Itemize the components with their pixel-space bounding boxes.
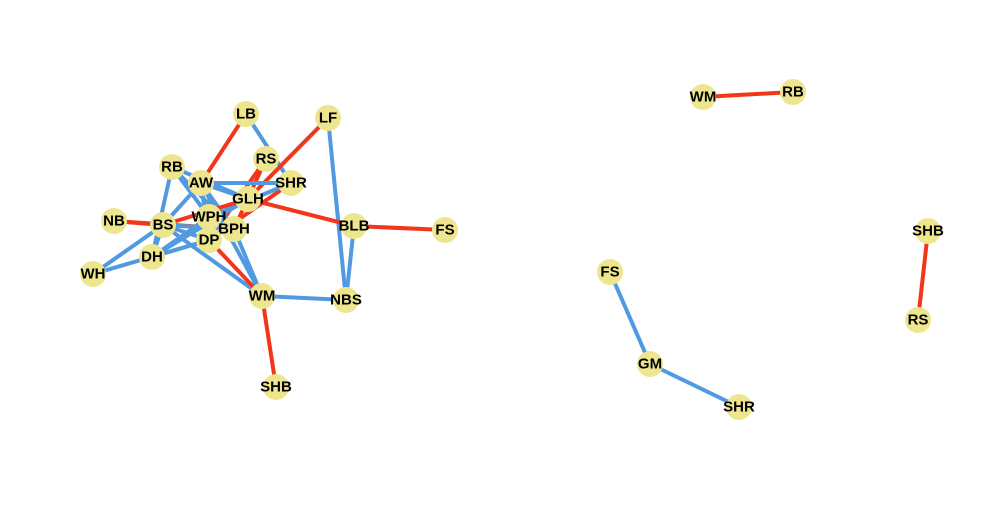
- node-label: RS: [908, 312, 929, 329]
- node-rb2: RB: [780, 79, 806, 105]
- node-rb: RB: [159, 154, 185, 180]
- node-shb2: SHB: [912, 218, 944, 244]
- node-fs: FS: [432, 217, 458, 243]
- node-wph: WPH: [192, 204, 227, 230]
- node-label: NB: [103, 213, 125, 230]
- node-dot: [726, 394, 752, 420]
- node-shb: SHB: [260, 374, 292, 400]
- node-nbs: NBS: [330, 287, 362, 313]
- edge-bs-wh: [91, 223, 165, 276]
- node-dot: [159, 154, 185, 180]
- node-dot: [139, 244, 165, 270]
- edge-shb2-rs2: [916, 229, 930, 322]
- node-rs: RS: [253, 146, 279, 172]
- edge-wm-nbs: [260, 294, 348, 302]
- node-dh: DH: [139, 244, 165, 270]
- node-label: WM: [690, 89, 717, 106]
- edge-wm2-rb2: [701, 90, 795, 99]
- node-bph: BPH: [218, 216, 250, 242]
- edge-fs2-gm: [608, 270, 652, 366]
- node-label: RS: [256, 151, 277, 168]
- node-dot: [315, 105, 341, 131]
- node-shr: SHR: [275, 170, 307, 196]
- node-dot: [233, 101, 259, 127]
- node-dot: [249, 283, 275, 309]
- node-label: BPH: [218, 221, 250, 238]
- node-label: NBS: [330, 292, 362, 309]
- node-label: FS: [435, 222, 454, 239]
- node-dot: [80, 261, 106, 287]
- edge-lf-nbs: [326, 116, 348, 302]
- node-label: FS: [600, 264, 619, 281]
- edge-wm-shb: [260, 294, 278, 389]
- node-dot: [597, 259, 623, 285]
- node-wm2: WM: [690, 84, 717, 110]
- node-bs: BS: [150, 212, 176, 238]
- node-label: AW: [189, 175, 214, 192]
- node-dot: [278, 170, 304, 196]
- node-dot: [637, 351, 663, 377]
- node-dot: [196, 227, 222, 253]
- node-label: DP: [199, 232, 220, 249]
- node-label: SHB: [260, 379, 292, 396]
- node-label: WH: [81, 266, 106, 283]
- node-dot: [780, 79, 806, 105]
- node-label: LB: [236, 106, 256, 123]
- node-label: SHR: [723, 399, 755, 416]
- node-shr2: SHR: [723, 394, 755, 420]
- node-aw: AW: [188, 170, 214, 196]
- node-wm: WM: [249, 283, 276, 309]
- edge-glh-blb: [246, 197, 356, 228]
- node-dot: [432, 217, 458, 243]
- node-label: RB: [782, 84, 804, 101]
- node-blb: BLB: [339, 213, 370, 239]
- node-label: BS: [153, 217, 174, 234]
- node-label: GM: [638, 356, 662, 373]
- node-dot: [905, 307, 931, 333]
- node-dot: [188, 170, 214, 196]
- edge-gm-shr2: [648, 362, 741, 409]
- node-dot: [253, 146, 279, 172]
- node-dp: DP: [196, 227, 222, 253]
- node-label: DH: [141, 249, 163, 266]
- node-fs2: FS: [597, 259, 623, 285]
- node-label: SHB: [912, 223, 944, 240]
- node-dot: [221, 216, 247, 242]
- edge-lb-aw: [199, 112, 248, 185]
- node-wh: WH: [80, 261, 106, 287]
- node-label: WPH: [192, 209, 227, 226]
- node-lb: LB: [233, 101, 259, 127]
- node-dot: [263, 374, 289, 400]
- node-dot: [101, 208, 127, 234]
- node-dot: [915, 218, 941, 244]
- node-dot: [196, 204, 222, 230]
- node-glh: GLH: [232, 186, 264, 212]
- node-label: LF: [319, 110, 337, 127]
- node-lf: LF: [315, 105, 341, 131]
- node-label: SHR: [275, 175, 307, 192]
- edge-blb-fs: [352, 224, 447, 232]
- node-dot: [150, 212, 176, 238]
- node-gm: GM: [637, 351, 663, 377]
- node-dot: [333, 287, 359, 313]
- edge-lf-glh: [246, 116, 330, 201]
- node-rs2: RS: [905, 307, 931, 333]
- node-label: GLH: [232, 191, 264, 208]
- node-dot: [341, 213, 367, 239]
- node-dot: [690, 84, 716, 110]
- node-label: WM: [249, 288, 276, 305]
- node-label: RB: [161, 159, 183, 176]
- node-label: BLB: [339, 218, 370, 235]
- node-dot: [235, 186, 261, 212]
- nodes-layer: LB LF RB RS AW SHR GLH NB WPH BS BPH BLB FS DP DH WH WM N…: [80, 79, 944, 420]
- node-nb: NB: [101, 208, 127, 234]
